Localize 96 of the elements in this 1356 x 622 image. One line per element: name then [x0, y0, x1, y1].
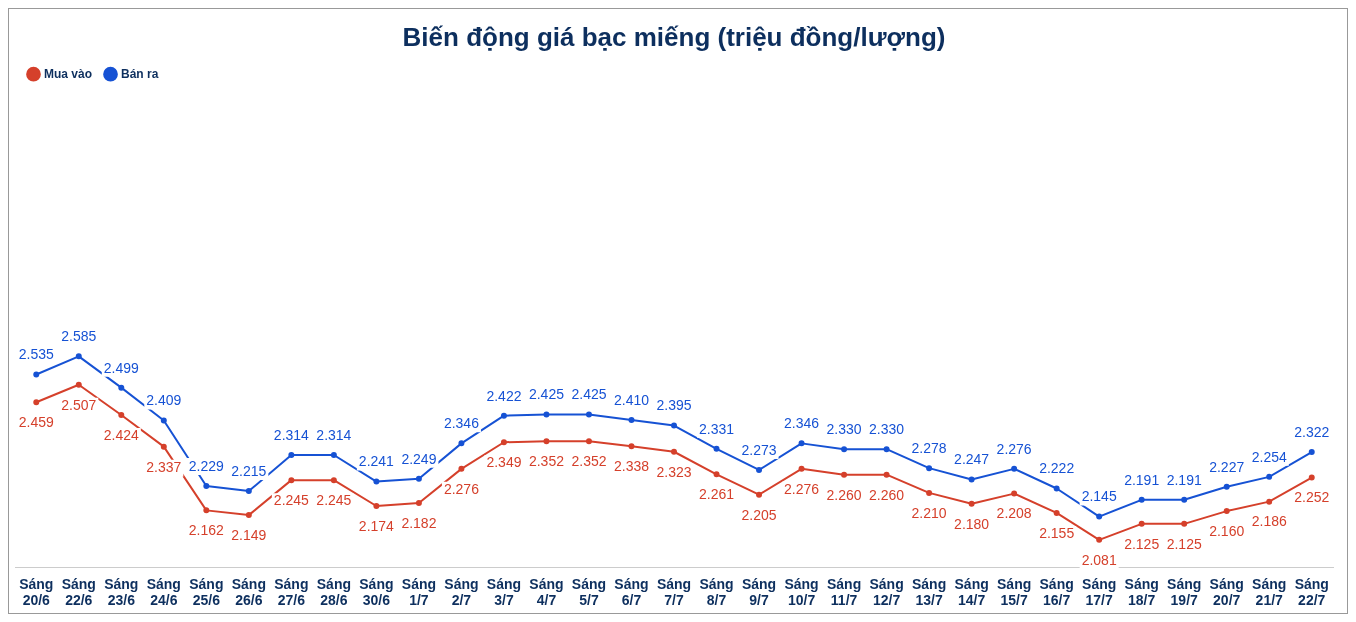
- data-label: 2.395: [656, 397, 692, 414]
- data-label: 2.535: [18, 346, 54, 363]
- data-label: 2.249: [401, 450, 437, 467]
- data-label: 2.227: [1209, 458, 1245, 475]
- x-tick-label: Sáng 2/7: [444, 575, 479, 609]
- data-label: 2.222: [1039, 460, 1075, 477]
- data-label: 2.160: [1209, 522, 1245, 539]
- data-label: 2.314: [273, 426, 310, 443]
- data-label: 2.261: [698, 486, 735, 503]
- data-label: 2.180: [954, 515, 990, 532]
- data-label: 2.245: [316, 492, 352, 509]
- x-tick-label: Sáng 12/7: [869, 575, 904, 609]
- data-label: 2.276: [784, 480, 820, 497]
- data-label: 2.585: [61, 328, 97, 345]
- x-tick-label: Sáng 14/7: [954, 575, 989, 609]
- x-tick-label: Sáng 7/7: [656, 575, 692, 609]
- data-label: 2.174: [358, 517, 395, 534]
- data-label: 2.499: [103, 359, 140, 376]
- data-label: 2.322: [1294, 423, 1330, 440]
- data-label: 2.338: [613, 458, 650, 475]
- x-tick-label: Sáng 21/7: [1252, 575, 1287, 609]
- data-label: 2.186: [1251, 513, 1287, 530]
- x-tick-label: Sáng 19/7: [1167, 575, 1202, 609]
- data-label: 2.208: [996, 505, 1032, 522]
- data-label: 2.247: [954, 451, 990, 468]
- x-tick-label: Sáng 23/6: [104, 575, 139, 609]
- data-label: 2.276: [443, 480, 480, 497]
- x-tick-label: Sáng 18/7: [1124, 575, 1159, 609]
- data-label: 2.125: [1166, 535, 1202, 552]
- data-label: 2.314: [316, 426, 352, 443]
- x-tick-label: Sáng 9/7: [741, 575, 777, 609]
- data-label: 2.337: [146, 458, 182, 475]
- data-label: 2.422: [486, 387, 522, 404]
- data-label: 2.352: [571, 453, 607, 470]
- data-label: 2.352: [528, 453, 565, 470]
- data-label: 2.215: [231, 462, 267, 479]
- x-tick-label: Sáng 27/6: [274, 575, 309, 609]
- data-label: 2.241: [358, 453, 395, 470]
- x-tick-label: Sáng 6/7: [614, 575, 649, 609]
- data-label: 2.331: [698, 420, 735, 437]
- data-label: 2.210: [911, 504, 947, 521]
- x-tick-label: Sáng 8/7: [699, 575, 734, 609]
- data-label: 2.349: [486, 454, 522, 471]
- x-tick-label: Sáng 5/7: [571, 575, 607, 609]
- data-label: 2.229: [188, 457, 225, 474]
- x-tick-label: Sáng 25/6: [189, 575, 224, 609]
- x-tick-label: Sáng 17/7: [1082, 575, 1117, 609]
- data-label: 2.125: [1124, 535, 1160, 552]
- data-label: 2.346: [443, 415, 480, 432]
- x-tick-label: Sáng 16/7: [1039, 575, 1074, 609]
- data-label: 2.273: [741, 441, 777, 458]
- data-label: 2.425: [528, 386, 565, 403]
- x-tick-label: Sáng 4/7: [529, 575, 564, 609]
- data-label: 2.323: [656, 463, 692, 480]
- data-label: 2.081: [1081, 551, 1117, 568]
- data-label: 2.191: [1124, 471, 1160, 488]
- x-tick-label: Sáng 20/7: [1209, 575, 1244, 609]
- x-tick-label: Sáng 3/7: [486, 575, 522, 609]
- x-tick-label: Sáng 15/7: [997, 575, 1032, 609]
- x-tick-label: Sáng 24/6: [146, 575, 181, 609]
- data-label: 2.145: [1081, 488, 1117, 505]
- data-label: 2.155: [1039, 524, 1075, 541]
- data-label: 2.346: [784, 415, 820, 432]
- x-tick-label: Sáng 26/6: [231, 575, 266, 609]
- data-label: 2.410: [613, 391, 650, 408]
- x-tick-label: Sáng 20/6: [19, 575, 54, 609]
- data-label: 2.276: [996, 440, 1032, 457]
- x-tick-label: Sáng 11/7: [826, 575, 862, 609]
- data-label: 2.162: [188, 522, 225, 539]
- data-label: 2.330: [826, 421, 862, 438]
- data-label: 2.205: [741, 506, 777, 523]
- x-tick-label: Sáng 22/7: [1294, 575, 1329, 609]
- x-tick-label: Sáng 13/7: [911, 575, 947, 609]
- x-tick-label: Sáng 28/6: [316, 575, 351, 609]
- data-label: 2.260: [869, 486, 905, 503]
- x-tick-label: Sáng 1/7: [401, 575, 437, 609]
- x-tick-label: Sáng 30/6: [359, 575, 394, 609]
- data-label: 2.254: [1251, 448, 1287, 465]
- x-tick-label: Sáng 10/7: [784, 575, 819, 609]
- x-tick-label: Sáng 22/6: [61, 575, 96, 609]
- data-label: 2.425: [571, 386, 607, 403]
- legend-label: Mua vào: [44, 66, 93, 81]
- data-label: 2.260: [826, 486, 862, 503]
- data-label: 2.459: [18, 414, 54, 431]
- data-label: 2.507: [61, 396, 97, 413]
- data-label: 2.182: [401, 514, 437, 531]
- data-label: 2.330: [869, 421, 905, 438]
- chart-title: Biến động giá bạc miếng (triệu đồng/lượng): [402, 21, 946, 52]
- data-label: 2.191: [1166, 471, 1202, 488]
- data-label: 2.278: [911, 439, 947, 456]
- legend-label: Bán ra: [121, 66, 159, 81]
- data-label: 2.424: [103, 426, 140, 443]
- data-label: 2.252: [1294, 489, 1330, 506]
- data-label: 2.149: [231, 526, 267, 543]
- data-label: 2.245: [273, 492, 310, 509]
- data-label: 2.409: [146, 392, 182, 409]
